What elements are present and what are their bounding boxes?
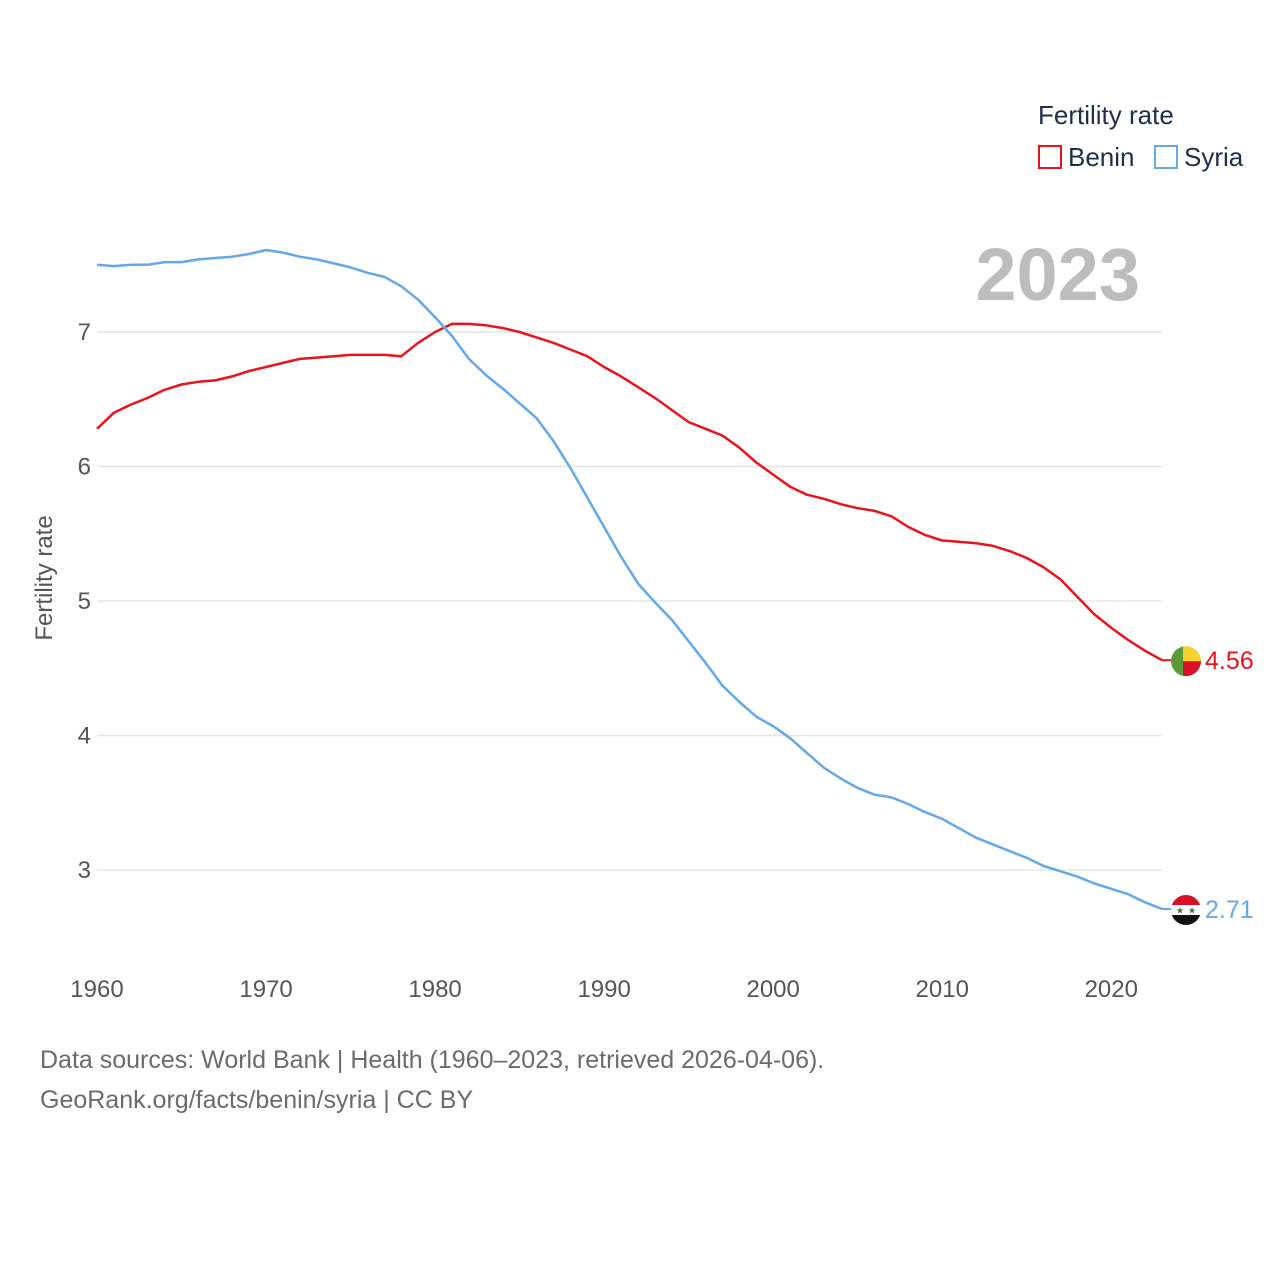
y-tick-label: 4 — [78, 723, 91, 750]
x-axis-ticks: 1960 1970 1980 1990 2000 2010 2020 — [70, 976, 1138, 1003]
x-tick-label: 1980 — [408, 976, 461, 1003]
legend-title: Fertility rate — [1038, 100, 1174, 130]
end-value-label-syria: 2.71 — [1205, 896, 1254, 924]
source-line-2: GeoRank.org/facts/benin/syria | CC BY — [40, 1086, 474, 1114]
series-lines — [96, 248, 1163, 911]
gridlines — [97, 331, 1162, 871]
legend-swatch-benin — [1038, 145, 1062, 169]
x-tick-label: 2000 — [746, 976, 799, 1003]
x-tick-label: 1960 — [70, 976, 123, 1003]
svg-text:★: ★ — [1176, 906, 1184, 916]
end-value-label-benin: 4.56 — [1205, 647, 1254, 675]
y-tick-label: 5 — [78, 588, 91, 615]
source-note: Data sources: World Bank | Health (1960–… — [40, 1040, 824, 1120]
y-axis-ticks: 3 4 5 6 7 — [78, 319, 91, 884]
series-line-syria — [96, 248, 1163, 911]
x-tick-label: 2010 — [916, 976, 969, 1003]
benin-flag-icon — [1171, 646, 1201, 677]
legend-swatch-syria — [1154, 145, 1178, 169]
svg-text:★: ★ — [1188, 906, 1196, 916]
x-tick-label: 1990 — [577, 976, 630, 1003]
x-tick-label: 1970 — [239, 976, 292, 1003]
current-year-label: 2023 — [975, 233, 1140, 316]
y-tick-label: 7 — [78, 319, 91, 346]
end-markers: 4.56★ ★ 2.71 — [1162, 646, 1254, 926]
x-tick-label: 2020 — [1085, 976, 1138, 1003]
y-axis-label: Fertility rate — [31, 515, 58, 640]
syria-flag-icon: ★ ★ — [1171, 895, 1201, 926]
legend: Fertility rate Benin Syria — [1038, 100, 1244, 172]
legend-label-benin: Benin — [1068, 142, 1135, 172]
legend-label-syria: Syria — [1184, 142, 1244, 172]
y-tick-label: 6 — [78, 454, 91, 481]
series-line-benin — [96, 322, 1163, 662]
y-tick-label: 3 — [78, 857, 91, 884]
source-line-1: Data sources: World Bank | Health (1960–… — [40, 1046, 825, 1074]
